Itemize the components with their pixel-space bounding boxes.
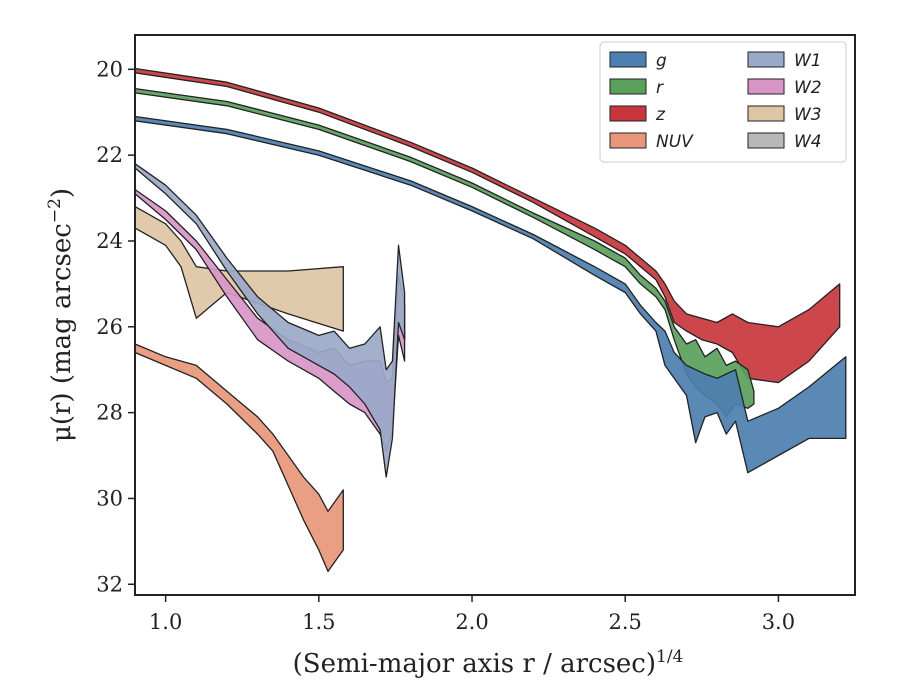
legend-label-w3: W3 [794, 105, 822, 125]
y-axis-label-sup: −2 [45, 198, 65, 223]
y-tick-label: 30 [96, 486, 123, 510]
band-r [134, 87, 755, 418]
legend-label-nuv: NUV [656, 132, 694, 152]
y-tick-label: 32 [96, 572, 123, 596]
legend-label-z: z [655, 105, 666, 125]
legend-label-w2: W2 [794, 78, 822, 98]
legend-label-g: g [656, 51, 667, 71]
band-w1 [134, 163, 406, 478]
series-bands [134, 67, 847, 573]
x-tick-label: 2.5 [609, 610, 642, 634]
legend-swatch-z [609, 105, 647, 122]
legend-swatch-nuv [609, 132, 647, 149]
y-axis-label: μ(r) (mag arcsec−2) [45, 188, 77, 442]
band-nuv [134, 343, 344, 573]
legend-swatch-w3 [747, 105, 785, 122]
legend-swatch-r [609, 78, 647, 95]
plot-frame [134, 34, 856, 596]
y-tick-label: 28 [96, 401, 123, 425]
x-tick-label: 3.0 [762, 610, 795, 634]
x-tick-label: 1.5 [302, 610, 335, 634]
legend-swatch-w4 [747, 132, 785, 149]
band-g [134, 115, 847, 474]
legend-label-w4: W4 [794, 132, 822, 152]
legend-swatch-g [609, 51, 647, 68]
y-tick-label: 22 [96, 143, 123, 167]
x-axis-label: (Semi-major axis r / arcsec)1/4 [293, 647, 684, 679]
band-w3 [134, 205, 344, 332]
legend-label-w1: W1 [794, 51, 822, 71]
y-axis: 20 22 24 26 28 30 32 [96, 57, 135, 596]
x-axis: 1.0 1.5 2.0 2.5 3.0 [149, 595, 795, 634]
y-tick-label: 26 [96, 315, 123, 339]
legend-label-r: r [656, 78, 664, 98]
band-z [134, 67, 841, 384]
x-tick-label: 2.0 [455, 610, 488, 634]
y-tick-label: 24 [96, 229, 123, 253]
legend: grz NUV W1 W2 W3 W4 [599, 41, 847, 163]
legend-box [599, 41, 847, 163]
x-tick-label: 1.0 [149, 610, 182, 634]
y-tick-label: 20 [96, 57, 123, 81]
y-axis-label-tail: ) [47, 188, 77, 198]
x-axis-label-sup: 1/4 [656, 647, 683, 667]
legend-swatch-w1 [747, 51, 785, 68]
legend-swatch-w2 [747, 78, 785, 95]
